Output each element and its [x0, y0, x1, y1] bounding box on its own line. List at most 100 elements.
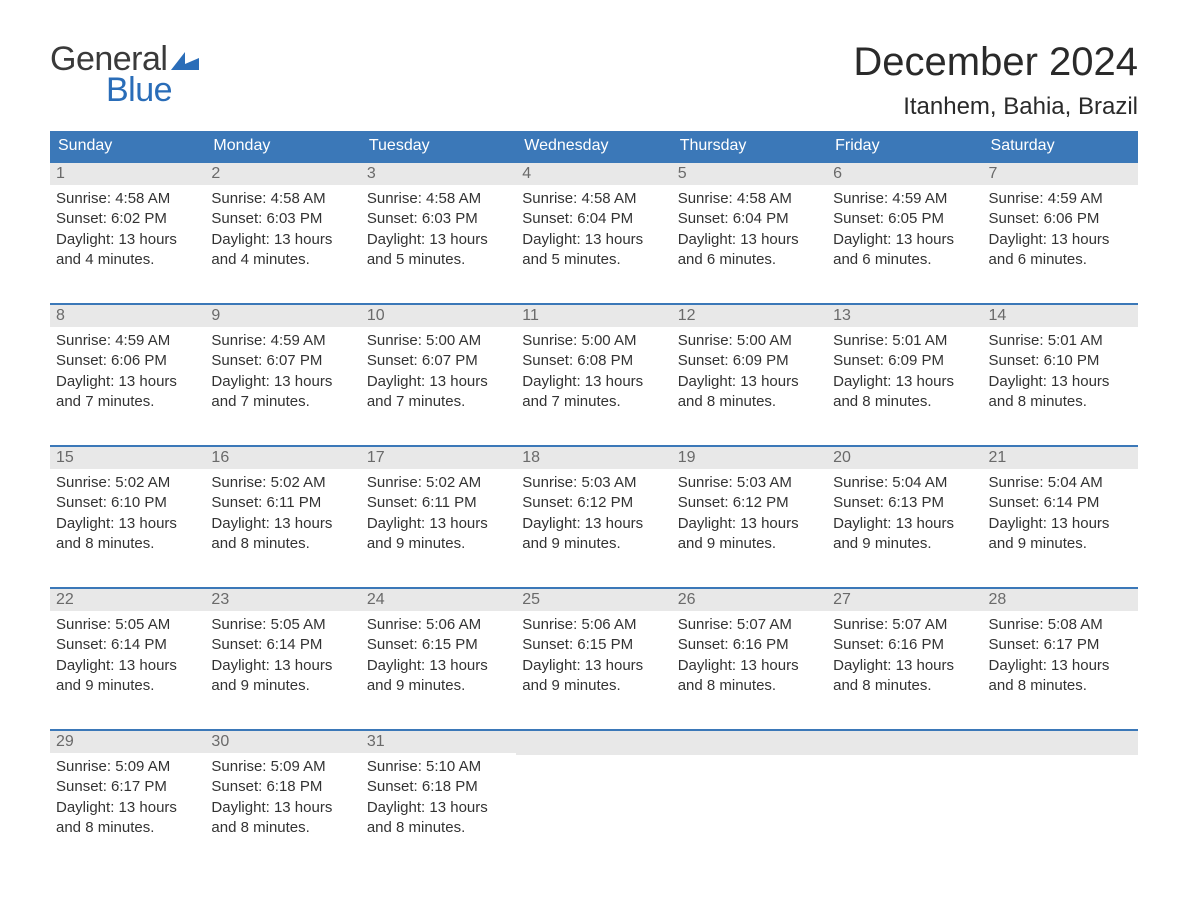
day-dl2: and 9 minutes. — [678, 534, 821, 554]
day-dl1: Daylight: 13 hours — [678, 514, 821, 534]
day-number: 29 — [56, 733, 74, 750]
day-number: 20 — [833, 449, 851, 466]
day-body: Sunrise: 5:05 AMSunset: 6:14 PMDaylight:… — [205, 611, 360, 696]
day-number: 11 — [522, 307, 539, 324]
day-body: Sunrise: 5:10 AMSunset: 6:18 PMDaylight:… — [361, 753, 516, 838]
day-cell: 2Sunrise: 4:58 AMSunset: 6:03 PMDaylight… — [205, 163, 360, 283]
day-body: Sunrise: 5:00 AMSunset: 6:07 PMDaylight:… — [361, 327, 516, 412]
day-dl2: and 8 minutes. — [678, 392, 821, 412]
day-body: Sunrise: 5:03 AMSunset: 6:12 PMDaylight:… — [516, 469, 671, 554]
day-dl1: Daylight: 13 hours — [211, 656, 354, 676]
day-dl1: Daylight: 13 hours — [211, 372, 354, 392]
day-body: Sunrise: 5:05 AMSunset: 6:14 PMDaylight:… — [50, 611, 205, 696]
day-header-thursday: Thursday — [672, 131, 827, 161]
day-sunrise: Sunrise: 4:59 AM — [211, 331, 354, 351]
day-sunset: Sunset: 6:11 PM — [211, 493, 354, 513]
day-cell: 27Sunrise: 5:07 AMSunset: 6:16 PMDayligh… — [827, 589, 982, 709]
day-sunset: Sunset: 6:16 PM — [833, 635, 976, 655]
day-sunset: Sunset: 6:11 PM — [367, 493, 510, 513]
day-cell: 4 Sunrise: 4:58 AMSunset: 6:04 PMDaylight… — [516, 163, 671, 283]
day-number: 23 — [211, 591, 229, 608]
day-number: 17 — [367, 449, 385, 466]
day-number: 5 — [678, 165, 687, 182]
day-body: Sunrise: 4:59 AMSunset: 6:05 PMDaylight:… — [827, 185, 982, 270]
day-number: 2 — [211, 165, 220, 182]
day-dl2: and 7 minutes. — [211, 392, 354, 412]
day-sunset: Sunset: 6:03 PM — [367, 209, 510, 229]
day-body: Sunrise: 5:02 AMSunset: 6:11 PMDaylight:… — [205, 469, 360, 554]
day-sunrise: Sunrise: 5:09 AM — [56, 757, 199, 777]
day-header-tuesday: Tuesday — [361, 131, 516, 161]
day-header-monday: Monday — [205, 131, 360, 161]
day-dl1: Daylight: 13 hours — [522, 514, 665, 534]
day-sunrise: Sunrise: 5:04 AM — [989, 473, 1132, 493]
day-sunrise: Sunrise: 5:01 AM — [989, 331, 1132, 351]
day-dl2: and 7 minutes. — [367, 392, 510, 412]
day-body: Sunrise: 5:09 AMSunset: 6:17 PMDaylight:… — [50, 753, 205, 838]
day-header-sunday: Sunday — [50, 131, 205, 161]
day-cell: 3Sunrise: 4:58 AMSunset: 6:03 PMDaylight… — [361, 163, 516, 283]
day-number: 14 — [989, 307, 1007, 324]
day-cell: 28Sunrise: 5:08 AMSunset: 6:17 PMDayligh… — [983, 589, 1138, 709]
day-dl2: and 7 minutes. — [56, 392, 199, 412]
day-sunrise: Sunrise: 5:08 AM — [989, 615, 1132, 635]
day-number: 6 — [833, 165, 842, 182]
day-dl1: Daylight: 13 hours — [833, 656, 976, 676]
day-number: 18 — [522, 449, 540, 466]
day-cell: 17Sunrise: 5:02 AMSunset: 6:11 PMDayligh… — [361, 447, 516, 567]
day-number: 9 — [211, 307, 220, 324]
day-sunset: Sunset: 6:07 PM — [211, 351, 354, 371]
day-cell: 5Sunrise: 4:58 AMSunset: 6:04 PMDaylight… — [672, 163, 827, 283]
day-body: Sunrise: 4:58 AMSunset: 6:04 PMDaylight:… — [516, 185, 671, 270]
day-sunset: Sunset: 6:10 PM — [989, 351, 1132, 371]
day-dl1: Daylight: 13 hours — [989, 230, 1132, 250]
day-sunrise: Sunrise: 4:58 AM — [56, 189, 199, 209]
day-sunset: Sunset: 6:18 PM — [367, 777, 510, 797]
day-sunset: Sunset: 6:17 PM — [989, 635, 1132, 655]
day-number: 19 — [678, 449, 696, 466]
day-sunrise: Sunrise: 5:05 AM — [56, 615, 199, 635]
day-sunrise: Sunrise: 4:59 AM — [56, 331, 199, 351]
day-body: Sunrise: 4:59 AMSunset: 6:07 PMDaylight:… — [205, 327, 360, 412]
day-sunset: Sunset: 6:04 PM — [678, 209, 821, 229]
day-cell: 10Sunrise: 5:00 AMSunset: 6:07 PMDayligh… — [361, 305, 516, 425]
day-dl2: and 9 minutes. — [367, 676, 510, 696]
day-cell: 31Sunrise: 5:10 AMSunset: 6:18 PMDayligh… — [361, 731, 516, 851]
day-cell: 12Sunrise: 5:00 AMSunset: 6:09 PMDayligh… — [672, 305, 827, 425]
empty-day-cell — [983, 731, 1138, 851]
day-dl1: Daylight: 13 hours — [367, 230, 510, 250]
day-cell: 24Sunrise: 5:06 AMSunset: 6:15 PMDayligh… — [361, 589, 516, 709]
day-number: 4 — [522, 165, 531, 182]
day-sunrise: Sunrise: 4:58 AM — [367, 189, 510, 209]
week-row: 8Sunrise: 4:59 AMSunset: 6:06 PMDaylight… — [50, 303, 1138, 425]
day-dl1: Daylight: 13 hours — [367, 798, 510, 818]
day-sunset: Sunset: 6:12 PM — [678, 493, 821, 513]
day-cell: 23 Sunrise: 5:05 AMSunset: 6:14 PMDayligh… — [205, 589, 360, 709]
day-number: 12 — [678, 307, 696, 324]
day-number: 16 — [211, 449, 229, 466]
day-body: Sunrise: 5:06 AMSunset: 6:15 PMDaylight:… — [361, 611, 516, 696]
day-sunrise: Sunrise: 5:02 AM — [211, 473, 354, 493]
day-body: Sunrise: 5:06 AMSunset: 6:15 PMDaylight:… — [516, 611, 671, 696]
day-dl2: and 9 minutes. — [56, 676, 199, 696]
day-dl2: and 8 minutes. — [56, 818, 199, 838]
day-body: Sunrise: 5:07 AMSunset: 6:16 PMDaylight:… — [672, 611, 827, 696]
day-cell: 11Sunrise: 5:00 AMSunset: 6:08 PMDayligh… — [516, 305, 671, 425]
day-sunrise: Sunrise: 5:00 AM — [367, 331, 510, 351]
day-sunset: Sunset: 6:05 PM — [833, 209, 976, 229]
day-body: Sunrise: 4:59 AMSunset: 6:06 PMDaylight:… — [983, 185, 1138, 270]
day-cell: 13Sunrise: 5:01 AMSunset: 6:09 PMDayligh… — [827, 305, 982, 425]
logo-text-blue: Blue — [106, 71, 199, 110]
empty-day-cell — [672, 731, 827, 851]
day-dl1: Daylight: 13 hours — [522, 656, 665, 676]
day-sunrise: Sunrise: 5:02 AM — [56, 473, 199, 493]
day-dl1: Daylight: 13 hours — [211, 230, 354, 250]
logo: General Blue — [50, 40, 199, 110]
day-body: Sunrise: 5:09 AMSunset: 6:18 PMDaylight:… — [205, 753, 360, 838]
day-sunset: Sunset: 6:14 PM — [56, 635, 199, 655]
day-number: 15 — [56, 449, 74, 466]
day-dl1: Daylight: 13 hours — [367, 656, 510, 676]
week-row: 1Sunrise: 4:58 AMSunset: 6:02 PMDaylight… — [50, 161, 1138, 283]
day-cell: 16 Sunrise: 5:02 AMSunset: 6:11 PMDayligh… — [205, 447, 360, 567]
day-number: 27 — [833, 591, 851, 608]
